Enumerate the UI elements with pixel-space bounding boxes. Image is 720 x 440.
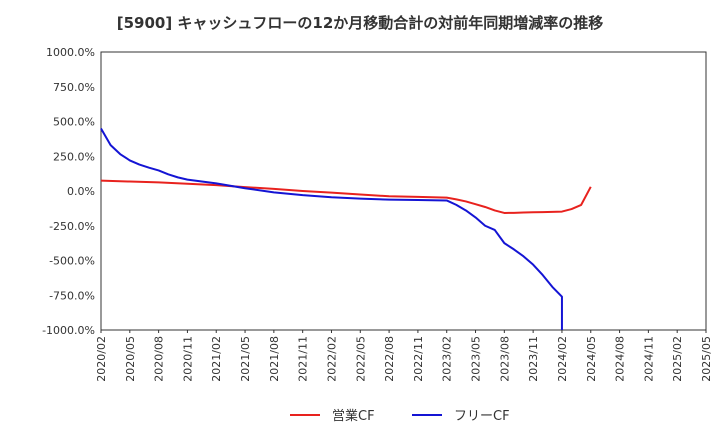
x-tick-label: 2024/08 [614,336,627,382]
legend-label-operating-cf: 営業CF [332,408,375,424]
y-tick-label: 250.0% [53,150,95,163]
frame-layer [100,51,707,331]
chart-title: [5900] キャッシュフローの12か月移動合計の対前年同期増減率の推移 [116,14,604,32]
x-tick-label: 2023/02 [441,336,454,382]
x-tick-label: 2024/11 [642,336,655,382]
x-tick-label: 2022/11 [412,336,425,382]
x-tick-label: 2025/02 [671,336,684,382]
legend-label-free-cf: フリーCF [454,409,510,424]
x-tick-label: 2022/08 [383,336,396,382]
plot-background [101,52,706,330]
y-tick-label: -500.0% [49,255,95,268]
x-tick-label: 2021/02 [210,336,223,382]
plot-frame [100,51,707,331]
x-tick-label: 2022/02 [325,336,338,382]
y-tick-label: 1000.0% [46,46,95,59]
x-tick-label: 2020/11 [181,336,194,382]
x-tick-label: 2021/05 [239,336,252,382]
y-axis-ticks: 1000.0% 750.0% 500.0% 250.0% 0.0% -250.0% -500… [42,46,95,337]
x-tick-label: 2020/05 [124,336,137,382]
y-tick-label: -250.0% [49,220,95,233]
series-line-free-cf [100,127,563,330]
legend: 営業CF フリーCF [290,408,510,424]
x-tick-label: 2021/11 [297,336,310,382]
x-tick-label: 2024/05 [585,336,598,382]
x-tick-label: 2024/02 [556,336,569,382]
series-layer [100,127,592,330]
x-tick-label: 2023/11 [527,336,540,382]
y-tick-label: 750.0% [53,81,95,94]
y-tick-label: 500.0% [53,116,95,129]
x-tick-label: 2023/08 [498,336,511,382]
x-tick-label: 2020/08 [153,336,166,382]
x-tick-label: 2023/05 [470,336,483,382]
x-axis-ticks: 2020/02 2020/05 2020/08 2020/11 2021/02 2021/… [95,330,713,382]
y-tick-label: -750.0% [49,289,95,302]
x-tick-label: 2020/02 [95,336,108,382]
x-tick-label: 2025/05 [700,336,713,382]
y-tick-label: 0.0% [67,185,95,198]
y-tick-label: -1000.0% [42,324,95,337]
x-tick-label: 2021/08 [268,336,281,382]
x-tick-label: 2022/05 [354,336,367,382]
